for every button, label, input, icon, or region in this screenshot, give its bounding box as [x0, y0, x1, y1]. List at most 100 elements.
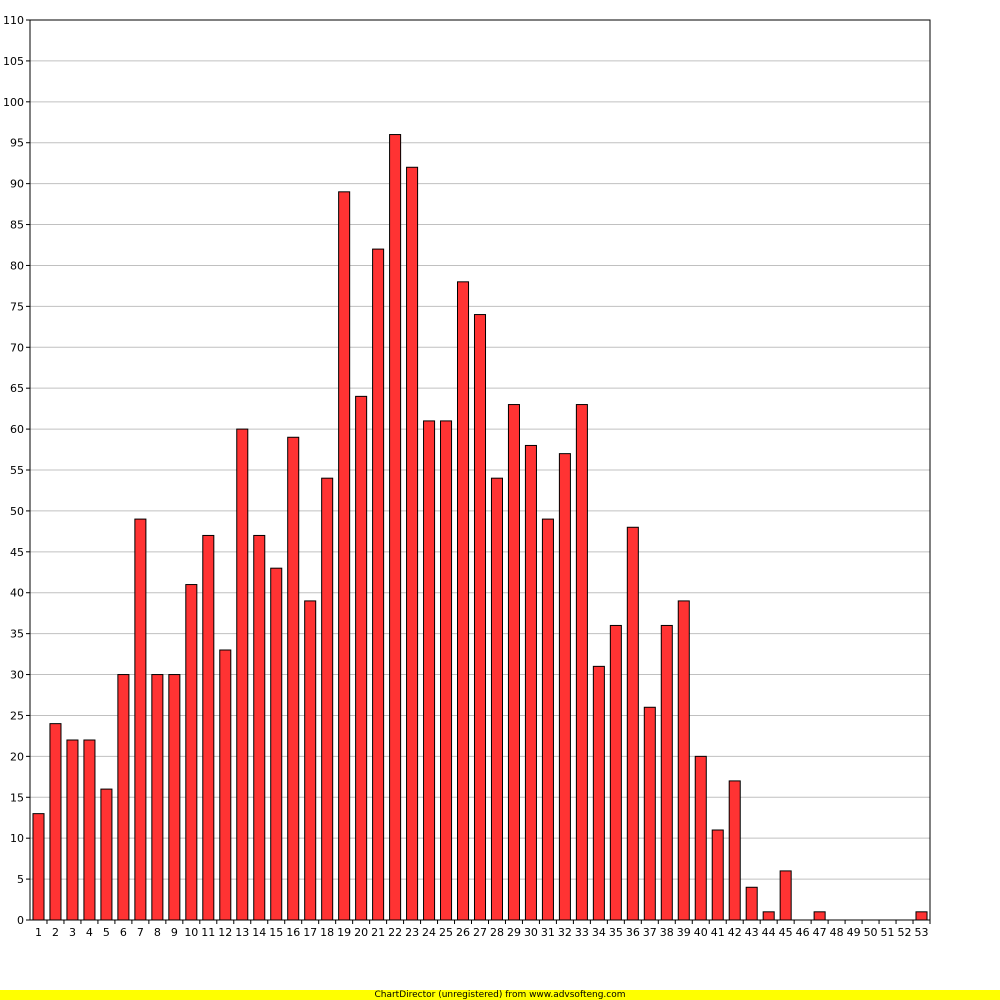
x-tick-label: 33: [575, 926, 589, 939]
bar-20: [355, 395, 368, 921]
x-tick-label: 45: [779, 926, 793, 939]
x-tick-label: 14: [252, 926, 266, 939]
y-tick-label: 40: [10, 587, 24, 600]
y-tick-label: 45: [10, 546, 24, 559]
bar-32: [558, 453, 571, 921]
bar-53: [915, 911, 928, 921]
x-tick-label: 49: [847, 926, 861, 939]
y-tick-label: 110: [3, 14, 24, 27]
x-tick-label: 53: [915, 926, 929, 939]
bar-28: [490, 477, 503, 921]
x-tick-label: 25: [439, 926, 453, 939]
bar-25: [440, 420, 453, 921]
x-tick-label: 52: [898, 926, 912, 939]
bar-36: [626, 526, 639, 921]
x-tick-label: 23: [405, 926, 419, 939]
bar-29: [507, 404, 520, 921]
x-tick-label: 31: [541, 926, 555, 939]
x-tick-label: 34: [592, 926, 606, 939]
bar-1: [32, 813, 45, 921]
x-tick-label: 41: [711, 926, 725, 939]
bar-14: [253, 534, 266, 921]
y-tick-label: 85: [10, 219, 24, 232]
x-axis-ticks: 1 2 3 4 5 6 7 8 9 10 11 12 13 14 15 16 17 18 19 20 21 22 23 24 2…: [35, 920, 931, 939]
bar-39: [677, 600, 690, 921]
bar-31: [541, 518, 554, 921]
x-tick-label: 2: [52, 926, 59, 939]
x-tick-label: 27: [473, 926, 487, 939]
bar-24: [423, 420, 436, 921]
y-tick-label: 5: [17, 873, 24, 886]
x-tick-label: 32: [558, 926, 572, 939]
x-tick-label: 20: [354, 926, 368, 939]
y-tick-label: 30: [10, 669, 24, 682]
bar-9: [168, 674, 181, 921]
bar-17: [304, 600, 317, 921]
bar-18: [321, 477, 334, 921]
bar-13: [236, 428, 249, 921]
y-tick-label: 90: [10, 178, 24, 191]
x-tick-label: 44: [762, 926, 776, 939]
x-tick-label: 8: [154, 926, 161, 939]
x-tick-label: 12: [218, 926, 232, 939]
x-tick-label: 21: [371, 926, 385, 939]
x-tick-label: 1: [35, 926, 42, 939]
bar-23: [406, 166, 419, 921]
x-tick-label: 10: [184, 926, 198, 939]
bar-34: [592, 665, 605, 921]
x-tick-label: 38: [660, 926, 674, 939]
x-tick-label: 26: [456, 926, 470, 939]
y-tick-label: 80: [10, 259, 24, 272]
x-tick-label: 39: [677, 926, 691, 939]
bars: [32, 134, 928, 921]
x-tick-label: 18: [320, 926, 334, 939]
bar-4: [83, 739, 96, 921]
bar-47: [813, 911, 826, 921]
bar-21: [372, 248, 385, 921]
bar-7: [134, 518, 147, 921]
y-tick-label: 10: [10, 832, 24, 845]
y-tick-label: 100: [3, 96, 24, 109]
x-tick-label: 17: [303, 926, 317, 939]
y-tick-label: 75: [10, 300, 24, 313]
bar-26: [457, 281, 470, 921]
x-tick-label: 48: [830, 926, 844, 939]
bar-8: [151, 674, 164, 921]
x-tick-label: 19: [337, 926, 351, 939]
x-tick-label: 6: [120, 926, 127, 939]
x-tick-label: 43: [745, 926, 759, 939]
bar-12: [219, 649, 232, 921]
x-tick-label: 29: [507, 926, 521, 939]
bar-6: [117, 674, 130, 921]
y-tick-label: 35: [10, 628, 24, 641]
bar-10: [185, 584, 198, 921]
bar-19: [338, 191, 351, 921]
y-tick-label: 25: [10, 709, 24, 722]
plot-border: [29, 19, 931, 921]
bar-43: [745, 886, 758, 921]
bar-11: [202, 534, 215, 921]
x-tick-label: 42: [728, 926, 742, 939]
bar-30: [524, 444, 537, 921]
x-tick-label: 7: [137, 926, 144, 939]
x-tick-label: 4: [86, 926, 93, 939]
bar-42: [728, 780, 741, 921]
bar-16: [287, 436, 300, 921]
x-tick-label: 15: [269, 926, 283, 939]
x-tick-label: 50: [864, 926, 878, 939]
bar-22: [389, 134, 402, 921]
x-tick-label: 11: [201, 926, 215, 939]
y-tick-label: 95: [10, 137, 24, 150]
bar-2: [49, 723, 62, 921]
x-tick-label: 9: [171, 926, 178, 939]
y-tick-label: 70: [10, 341, 24, 354]
bar-41: [711, 829, 724, 921]
footer-text: ChartDirector (unregistered) from www.ad…: [374, 990, 626, 1000]
y-tick-label: 50: [10, 505, 24, 518]
bar-33: [575, 404, 588, 921]
x-tick-label: 30: [524, 926, 538, 939]
x-tick-label: 36: [626, 926, 640, 939]
bar-15: [270, 567, 283, 921]
y-tick-label: 105: [3, 55, 24, 68]
